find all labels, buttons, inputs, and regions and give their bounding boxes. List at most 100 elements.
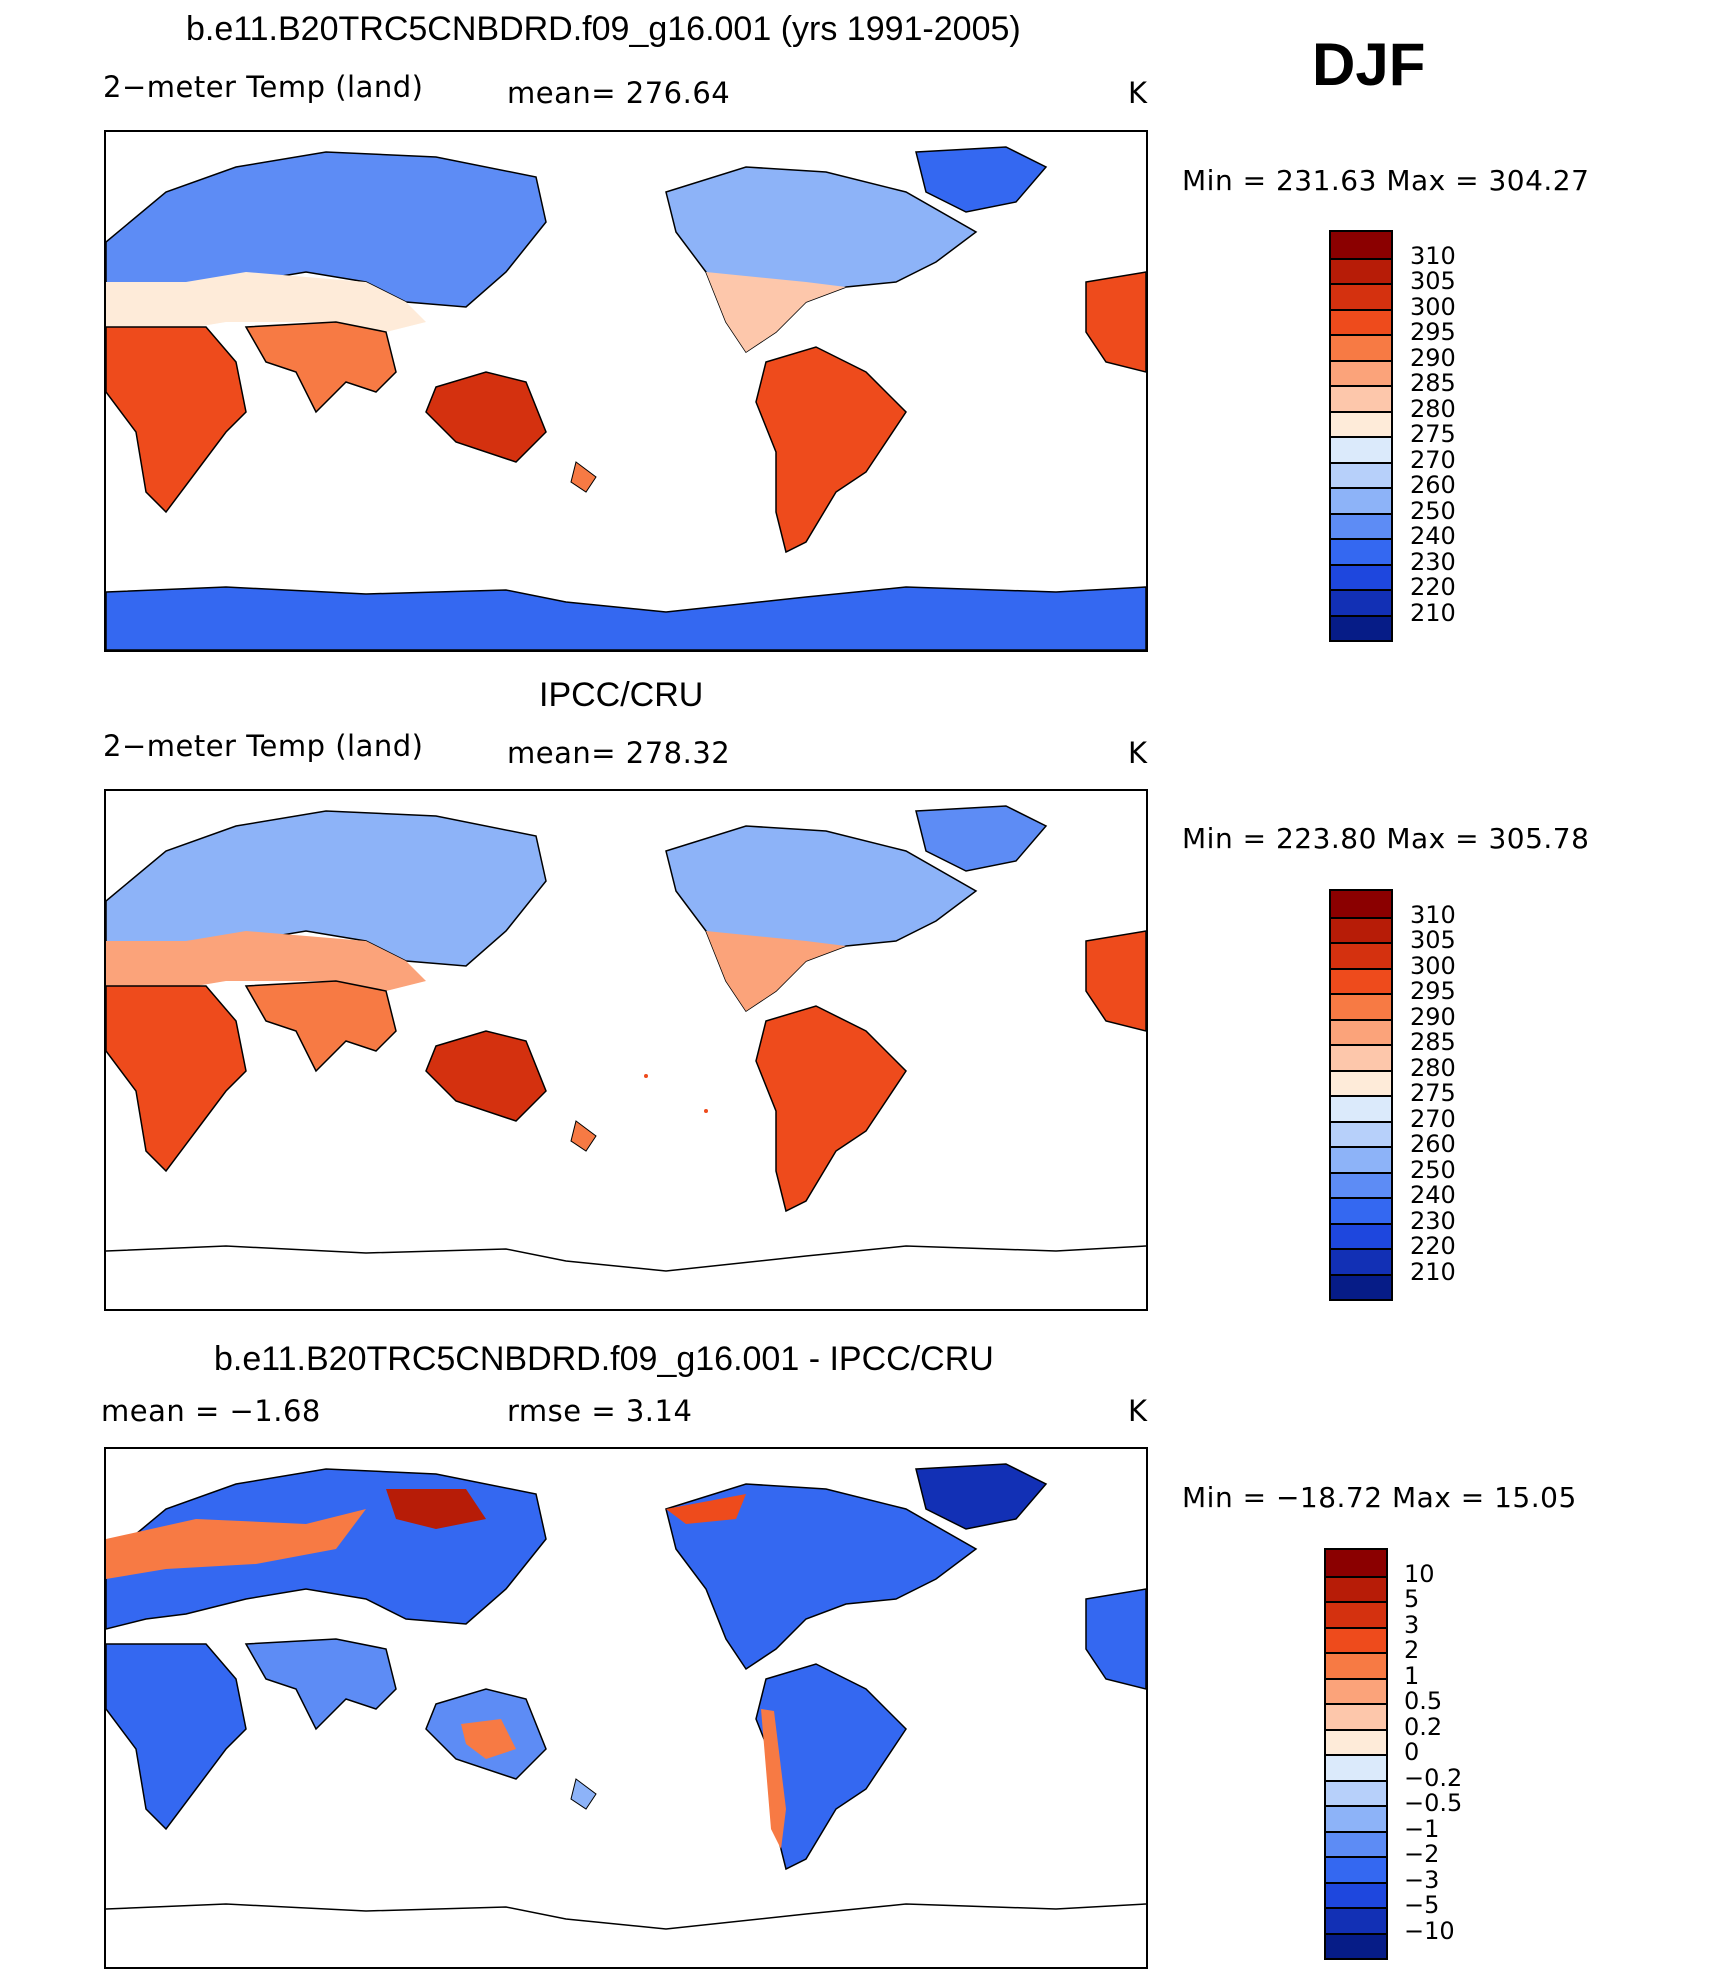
colorbar-box [1331,1069,1391,1095]
new-zealand-land [570,1778,597,1810]
colorbar-box [1331,1095,1391,1121]
colorbar-box [1331,967,1391,993]
colorbar-tick-label: −0.5 [1404,1789,1463,1817]
colorbar-box [1331,232,1391,258]
andes-warm-strip [761,1709,786,1849]
top-map-panel [104,130,1148,652]
colorbar-box [1331,916,1391,942]
south-asia-land [244,321,397,414]
colorbar-tick-label: 0.2 [1404,1712,1443,1741]
bottom-map [106,1463,1146,1930]
pacific-island-dot [704,1109,708,1113]
middle-panel-title: IPCC/CRU [539,676,704,714]
africa-east-edge [1085,930,1146,1032]
new-zealand-land [570,461,597,493]
colorbar-box [1331,891,1391,917]
north-america-land [665,825,978,1013]
colorbar-tick-label: 275 [1410,420,1456,448]
colorbar-box [1331,1120,1391,1146]
colorbar-box [1331,1146,1391,1172]
south-america-land [755,346,907,554]
top-colorbar [1329,230,1393,642]
bottom-units-label: K [1128,1394,1148,1428]
middle-map [106,805,1146,1272]
colorbar-tick-label: 285 [1410,1028,1456,1056]
middle-map-panel [104,789,1148,1311]
south-asia-land [244,1638,397,1731]
antarctica-outline [106,1245,1146,1272]
colorbar-tick-label: 305 [1410,926,1456,954]
top-map [106,146,1146,650]
colorbar-tick-label: 290 [1410,1002,1456,1031]
antarctica-land [106,586,1146,650]
colorbar-box [1331,1018,1391,1044]
north-america-south [706,931,846,1011]
colorbar-tick-label: 300 [1410,292,1456,321]
bottom-minmax-label: Min = −18.72 Max = 15.05 [1182,1481,1577,1514]
colorbar-tick-label: 5 [1404,1585,1420,1613]
colorbar-box [1326,1856,1386,1882]
colorbar-tick-label: 3 [1404,1610,1420,1639]
colorbar-tick-label: 210 [1410,598,1456,627]
top-units-label: K [1128,76,1148,110]
colorbar-tick-label: −1 [1404,1814,1440,1843]
colorbar-tick-label: 230 [1410,1206,1456,1235]
pacific-island-dot [644,1074,648,1078]
eurasia-warm-patch [106,1509,366,1579]
colorbar-box [1326,1805,1386,1831]
colorbar-tick-label: −3 [1404,1865,1440,1894]
colorbar-box [1331,410,1391,436]
colorbar-tick-label: 290 [1410,343,1456,372]
colorbar-box [1331,283,1391,309]
antarctica-outline [106,1903,1146,1930]
colorbar-tick-label: 310 [1410,241,1456,270]
colorbar-tick-label: 240 [1410,1181,1456,1209]
colorbar-tick-label: 285 [1410,369,1456,397]
colorbar-tick-label: 250 [1410,1155,1456,1184]
colorbar-tick-label: 250 [1410,496,1456,525]
colorbar-box [1326,1652,1386,1678]
africa-land [106,1643,247,1831]
colorbar-tick-label: 2 [1404,1636,1420,1664]
middle-mean-label: mean= 278.32 [507,736,731,770]
colorbar-box [1326,1728,1386,1754]
australia-land [425,1030,547,1122]
top-panel-title: b.e11.B20TRC5CNBDRD.f09_g16.001 (yrs 199… [186,10,1021,48]
colorbar-tick-label: 230 [1410,547,1456,576]
colorbar-box [1331,1222,1391,1248]
colorbar-box [1326,1907,1386,1933]
colorbar-tick-label: 10 [1404,1559,1435,1588]
colorbar-tick-label: −0.2 [1404,1763,1463,1792]
colorbar-box [1326,1754,1386,1780]
colorbar-tick-label: 300 [1410,951,1456,980]
colorbar-tick-label: 260 [1410,471,1456,499]
colorbar-box [1331,487,1391,513]
colorbar-box [1331,942,1391,968]
eurasia-south [106,931,426,991]
greenland-land [915,805,1048,872]
colorbar-tick-label: 270 [1410,445,1456,474]
colorbar-box [1331,563,1391,589]
south-asia-land [244,980,397,1073]
south-america-land [755,1005,907,1213]
australia-land [425,371,547,463]
colorbar-tick-label: −10 [1404,1916,1455,1945]
colorbar-box [1331,461,1391,487]
colorbar-tick-label: 310 [1410,900,1456,929]
north-america-south [706,272,846,352]
middle-colorbar [1329,889,1393,1301]
colorbar-box [1331,1044,1391,1070]
colorbar-tick-label: 260 [1410,1130,1456,1158]
colorbar-box [1326,1626,1386,1652]
africa-land [106,326,247,514]
colorbar-box [1331,385,1391,411]
colorbar-tick-label: 0.5 [1404,1687,1443,1715]
colorbar-tick-label: 210 [1410,1257,1456,1286]
colorbar-tick-label: 0 [1404,1738,1420,1766]
bottom-map-panel [104,1447,1148,1969]
africa-east-edge [1085,1588,1146,1690]
bottom-colorbar [1324,1548,1388,1960]
colorbar-tick-label: 280 [1410,394,1456,423]
colorbar-tick-label: 305 [1410,267,1456,295]
alaska-warm-patch [666,1494,746,1524]
